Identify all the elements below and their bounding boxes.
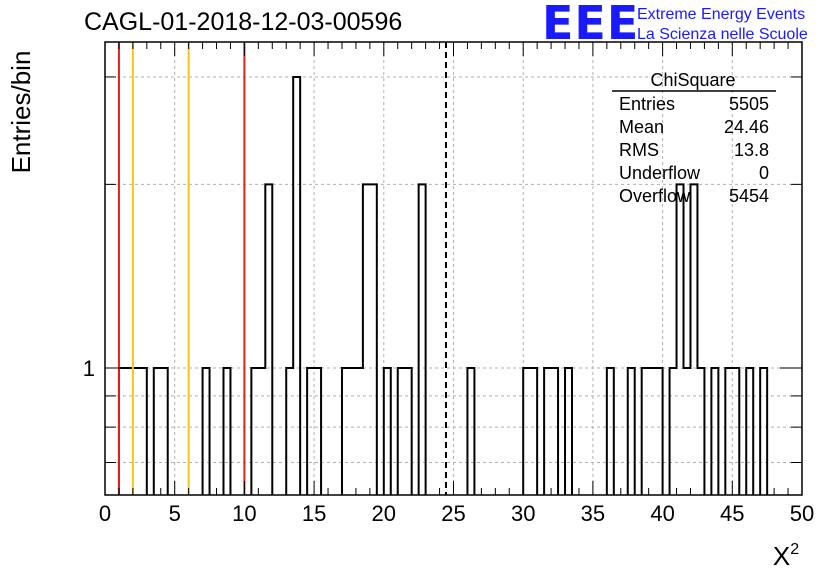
histogram-bin: [161, 368, 168, 495]
stats-value: 0: [759, 163, 769, 183]
x-tick-label: 0: [99, 501, 111, 526]
chart-title: CAGL-01-2018-12-03-00596: [84, 8, 403, 36]
histogram-bin: [607, 368, 614, 495]
stats-label: Overflow: [619, 186, 691, 206]
x-tick-label: 35: [581, 501, 605, 526]
histogram-bin: [746, 368, 753, 495]
histogram-bars: [117, 75, 769, 495]
histogram-bin: [677, 184, 684, 495]
stats-box: ChiSquare Entries 5505 Mean 24.46 RMS 13…: [612, 70, 776, 206]
threshold-lines: [117, 42, 447, 495]
histogram-bin: [642, 368, 649, 495]
histogram-bin: [307, 368, 314, 495]
stats-value: 5454: [729, 186, 769, 206]
stats-label: Entries: [619, 94, 675, 114]
grid-lines: [105, 42, 802, 495]
stats-title: ChiSquare: [650, 70, 735, 90]
histogram-bin: [725, 368, 732, 495]
histogram-bin: [656, 368, 663, 495]
x-axis-label: X2: [773, 541, 799, 571]
x-tick-label: 20: [372, 501, 396, 526]
histogram-bin: [711, 368, 718, 495]
histogram-bin: [649, 368, 656, 495]
histogram-bin: [370, 184, 377, 495]
histogram-bin: [467, 368, 474, 495]
histogram-bin: [363, 184, 370, 495]
histogram-bin: [732, 368, 739, 495]
x-axis-label-exponent: 2: [790, 541, 799, 558]
x-tick-label: 10: [232, 501, 256, 526]
stats-value: 5505: [729, 94, 769, 114]
histogram-bin: [684, 368, 691, 495]
axis-ticks: 0 5 10 15 20 25 30 35 40 45 50 1: [83, 42, 814, 526]
histogram-bin: [251, 368, 258, 495]
histogram-bin: [760, 368, 767, 495]
histogram-bin: [697, 368, 704, 495]
x-tick-label: 45: [720, 501, 744, 526]
histogram-bin: [223, 368, 230, 495]
histogram-bin: [405, 368, 412, 495]
histogram-bin: [342, 368, 349, 495]
x-tick-label: 15: [302, 501, 326, 526]
stats-value: 24.46: [724, 117, 769, 137]
histogram-bin: [126, 368, 133, 495]
stats-label: Mean: [619, 117, 664, 137]
histogram-bin: [349, 368, 356, 495]
histogram-bin: [119, 368, 126, 495]
x-tick-label: 25: [441, 501, 465, 526]
histogram-bin: [154, 368, 161, 495]
histogram-bin: [670, 368, 677, 495]
histogram-bin: [690, 184, 697, 495]
logo-tagline-2: La Scienza nelle Scuole: [637, 26, 808, 43]
histogram-bin: [544, 368, 551, 495]
histogram-bin: [258, 368, 265, 495]
y-tick-label: 1: [83, 356, 95, 381]
histogram-bin: [314, 368, 321, 495]
stats-label: Underflow: [619, 163, 701, 183]
histogram-bin: [384, 368, 391, 495]
x-tick-label: 5: [169, 501, 181, 526]
x-tick-label: 40: [650, 501, 674, 526]
histogram-bin: [419, 184, 426, 495]
histogram-bin: [398, 368, 405, 495]
histogram-bin: [293, 77, 300, 495]
histogram-bin: [140, 368, 147, 495]
histogram-bin: [356, 368, 363, 495]
histogram-bin: [628, 368, 635, 495]
histogram-bin: [551, 368, 558, 495]
histogram-bin: [565, 368, 572, 495]
x-tick-label: 50: [790, 501, 814, 526]
histogram-bin: [203, 368, 210, 495]
x-tick-label: 30: [511, 501, 535, 526]
histogram-bin: [133, 368, 140, 495]
histogram-bin: [530, 368, 537, 495]
x-axis-label-base: X: [773, 541, 790, 571]
stats-label: RMS: [619, 140, 659, 160]
logo-tagline-1: Extreme Energy Events: [637, 6, 806, 23]
eee-logo: EEE Extreme Energy Events La Scienza nel…: [542, 0, 832, 50]
stats-value: 13.8: [734, 140, 769, 160]
histogram-bin: [265, 184, 272, 495]
histogram-bin: [523, 368, 530, 495]
histogram-bin: [286, 368, 293, 495]
y-axis-label: Entries/bin: [6, 51, 36, 174]
